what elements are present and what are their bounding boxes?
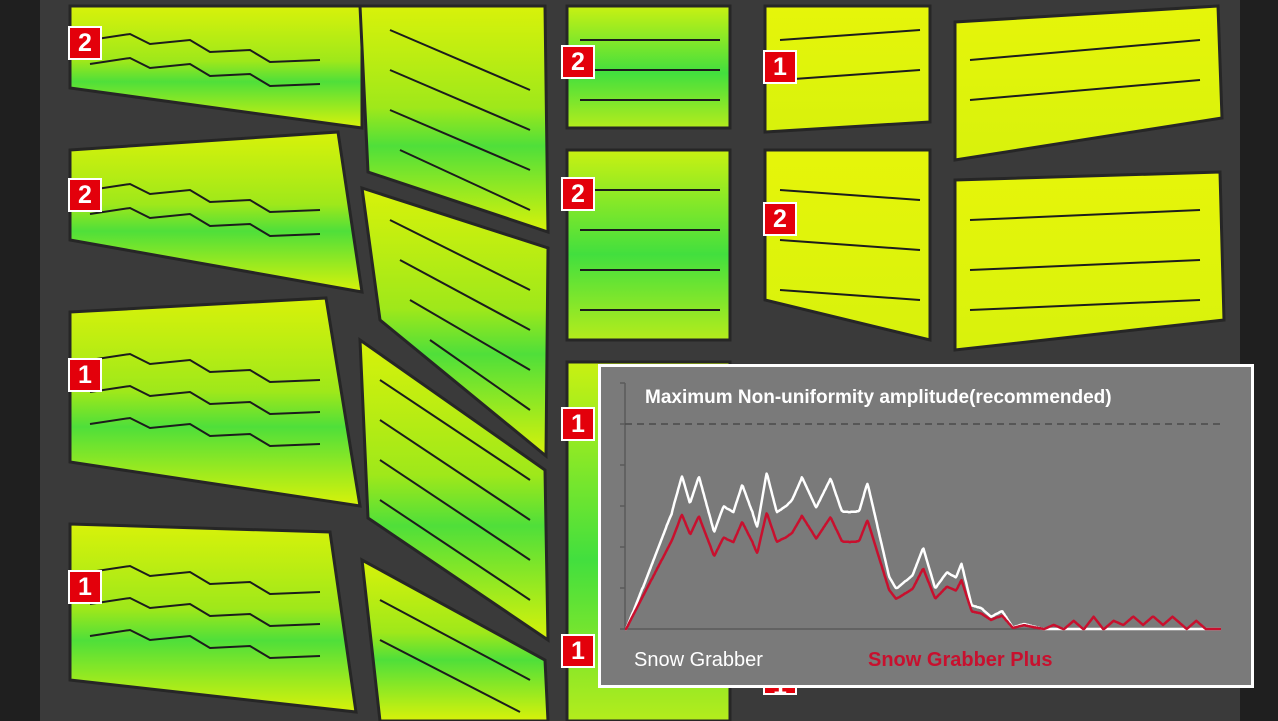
series-line-snow-grabber-plus bbox=[624, 512, 1222, 631]
chart-panel: Maximum Non-uniformity amplitude(recomme… bbox=[598, 364, 1254, 688]
badge: 1 bbox=[561, 634, 595, 668]
chart-title: Maximum Non-uniformity amplitude(recomme… bbox=[645, 387, 1112, 408]
legend-snow-grabber-plus: Snow Grabber Plus bbox=[868, 649, 1053, 671]
badge: 1 bbox=[763, 50, 797, 84]
chart-axes bbox=[620, 382, 1221, 630]
badge: 1 bbox=[561, 407, 595, 441]
badge: 1 bbox=[68, 570, 102, 604]
legend-snow-grabber: Snow Grabber bbox=[634, 649, 763, 671]
line-chart bbox=[620, 382, 1222, 631]
badge: 2 bbox=[561, 177, 595, 211]
series-line-snow-grabber bbox=[624, 472, 1222, 631]
badge: 2 bbox=[763, 202, 797, 236]
badge: 2 bbox=[561, 45, 595, 79]
badge: 2 bbox=[68, 178, 102, 212]
chart-series bbox=[624, 472, 1222, 631]
badge: 1 bbox=[68, 358, 102, 392]
badge: 2 bbox=[68, 26, 102, 60]
